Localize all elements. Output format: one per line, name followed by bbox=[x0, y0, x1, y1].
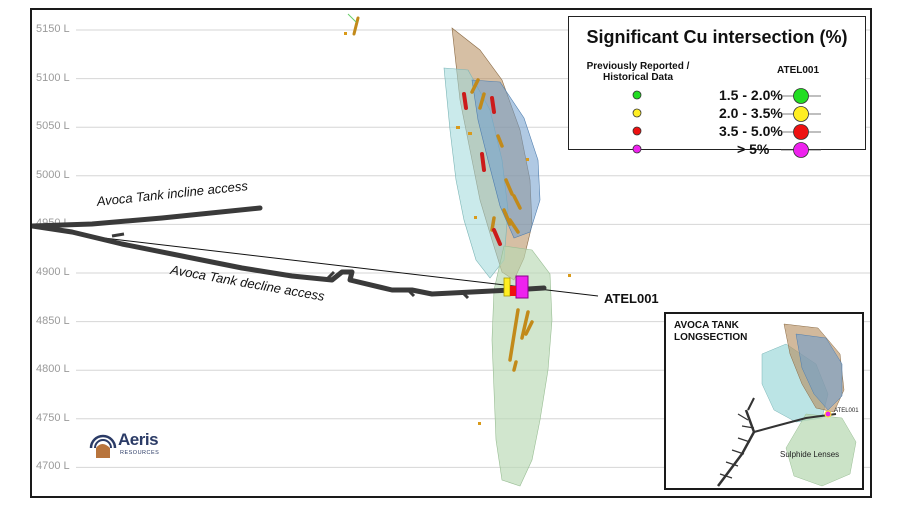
logo-subtitle: RESOURCES bbox=[120, 450, 160, 456]
level-label: 5050 L bbox=[36, 120, 70, 133]
level-label: 4800 L bbox=[36, 363, 70, 376]
inset-longsection: AVOCA TANK LONGSECTION ATEL001 Sulphide … bbox=[664, 312, 864, 490]
legend-historical-marker bbox=[632, 144, 642, 154]
legend-atel-marker bbox=[781, 142, 821, 158]
legend-range-label: 3.5 - 5.0% bbox=[719, 123, 783, 139]
legend-atel-marker bbox=[781, 124, 821, 140]
atel001-intersection-red bbox=[510, 286, 516, 296]
legend-historical-header: Previously Reported / Historical Data bbox=[586, 61, 690, 83]
incline-access bbox=[32, 205, 263, 229]
inset-drawing bbox=[717, 323, 857, 487]
legend: Significant Cu intersection (%) Previous… bbox=[568, 16, 866, 158]
atel001-intersection-magenta bbox=[515, 275, 529, 299]
legend-atel-marker bbox=[781, 106, 821, 122]
historical-red-intersections bbox=[462, 92, 502, 246]
inset-title-line2: LONGSECTION bbox=[674, 332, 748, 343]
drillhole-label: ATEL001 bbox=[604, 291, 659, 306]
historical-intersections bbox=[352, 16, 534, 372]
level-label: 4900 L bbox=[36, 266, 70, 278]
aeris-mark-icon bbox=[89, 434, 117, 458]
legend-range-label: 1.5 - 2.0% bbox=[719, 87, 783, 103]
longsection-frame: 5150 L 5100 L 5050 L 5000 L 4950 L 4900 L 4850… bbox=[30, 8, 872, 498]
legend-historical-marker bbox=[632, 90, 642, 100]
level-label: 4850 L bbox=[36, 314, 70, 327]
inset-lens-blue bbox=[795, 333, 843, 411]
small-samples bbox=[344, 32, 571, 425]
level-label: 5100 L bbox=[36, 71, 70, 84]
inset-decline-rungs bbox=[719, 413, 755, 479]
level-label: 4700 L bbox=[36, 460, 70, 473]
legend-atel-header: ATEL001 bbox=[777, 65, 820, 76]
inset-lens-label: Sulphide Lenses bbox=[780, 450, 840, 459]
atel001-intersection-yellow bbox=[503, 277, 511, 297]
level-label: 5000 L bbox=[36, 168, 70, 181]
decline-access bbox=[32, 223, 547, 297]
inset-lens-green bbox=[785, 413, 857, 487]
decline-stubs bbox=[111, 232, 470, 300]
level-label: 5150 L bbox=[36, 23, 70, 35]
legend-title: Significant Cu intersection (%) bbox=[586, 27, 848, 47]
legend-historical-marker bbox=[632, 108, 642, 118]
level-label: 4750 L bbox=[36, 411, 70, 424]
logo-name: Aeris bbox=[118, 430, 159, 449]
legend-range-label: 2.0 - 3.5% bbox=[719, 105, 783, 121]
inset-decline bbox=[717, 409, 756, 487]
company-logo: Aeris RESOURCES bbox=[88, 428, 178, 462]
inset-drillhole-label: ATEL001 bbox=[834, 408, 859, 414]
sulphide-lens-blue bbox=[471, 79, 541, 239]
inset-title-line1: AVOCA TANK bbox=[674, 320, 739, 331]
surface-trace bbox=[347, 13, 357, 23]
legend-range-label: > 5% bbox=[737, 141, 770, 157]
inset-intersection bbox=[824, 410, 832, 418]
inset-drift bbox=[753, 413, 837, 433]
legend-atel-marker bbox=[781, 88, 821, 104]
inset-title: AVOCA TANK LONGSECTION bbox=[674, 320, 747, 344]
legend-historical-marker bbox=[632, 126, 642, 136]
inset-incline bbox=[747, 397, 755, 411]
sulphide-lens-green bbox=[491, 245, 553, 487]
